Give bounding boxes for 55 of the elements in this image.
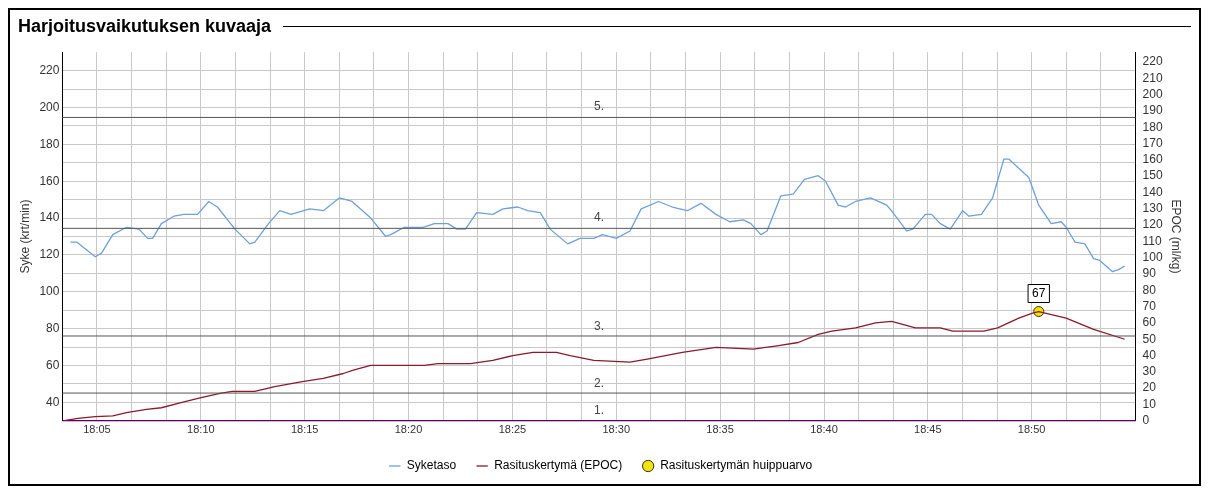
- y-tick-label: 120: [39, 247, 60, 262]
- y2-tick-label: 100: [1142, 250, 1163, 265]
- y-tick-label: 160: [39, 173, 60, 188]
- y-tick-label: 100: [39, 284, 60, 299]
- y2-tick-label: 110: [1142, 233, 1163, 248]
- annotation: 2.: [593, 375, 605, 390]
- legend-label: Rasituskertymä (EPOC): [494, 458, 623, 473]
- y2-tick-label: 30: [1142, 364, 1157, 379]
- x-tick-label: 18:30: [602, 423, 631, 436]
- x-tick-label: 18:05: [83, 423, 111, 436]
- data-label: 67: [1032, 285, 1046, 300]
- y-tick-label: 220: [39, 62, 60, 77]
- y2-tick-label: 50: [1142, 331, 1157, 346]
- y2-tick-label: 10: [1142, 396, 1157, 411]
- y-axis-title: Syke (krt/min): [17, 199, 32, 274]
- y2-tick-label: 0: [1142, 413, 1150, 428]
- y2-tick-label: 160: [1142, 152, 1163, 167]
- annotation: 5.: [593, 99, 605, 114]
- y2-tick-label: 210: [1142, 70, 1163, 85]
- y2-tick-label: 120: [1142, 217, 1163, 232]
- y-tick-label: 40: [46, 394, 60, 409]
- legend-label: Rasituskertymän huippuarvo: [660, 458, 813, 473]
- annotation: 1.: [593, 403, 605, 418]
- y2-tick-label: 140: [1142, 184, 1163, 199]
- y2-tick-label: 60: [1142, 315, 1157, 330]
- x-tick-label: 18:10: [187, 423, 215, 436]
- x-tick-label: 18:25: [498, 423, 527, 436]
- y2-axis-title: EPOC (ml/kg): [1169, 199, 1184, 274]
- annotation: 3.: [593, 318, 605, 333]
- y2-tick-label: 20: [1142, 380, 1157, 395]
- y-tick-label: 200: [39, 99, 60, 114]
- x-tick-label: 18:35: [706, 423, 734, 436]
- legend-label: Syketaso: [406, 458, 457, 473]
- x-tick-label: 18:50: [1017, 423, 1046, 436]
- y2-tick-label: 200: [1142, 86, 1163, 101]
- y2-tick-label: 80: [1142, 282, 1157, 297]
- y-tick-label: 140: [39, 210, 60, 225]
- y2-tick-label: 150: [1142, 168, 1163, 183]
- y-tick-label: 180: [39, 136, 60, 151]
- y2-tick-label: 180: [1142, 119, 1163, 134]
- y2-tick-label: 40: [1142, 347, 1157, 362]
- y2-tick-label: 70: [1142, 298, 1157, 313]
- chart-title: Harjoitusvaikutuksen kuvaaja: [17, 15, 273, 37]
- y2-tick-label: 130: [1142, 201, 1163, 216]
- y-tick-label: 80: [46, 320, 60, 335]
- x-tick-label: 18:20: [394, 423, 423, 436]
- y2-tick-label: 90: [1142, 266, 1157, 281]
- y-tick-label: 60: [46, 357, 60, 372]
- y2-tick-label: 170: [1142, 135, 1163, 150]
- x-tick-label: 18:40: [810, 423, 838, 436]
- y2-tick-label: 220: [1142, 54, 1163, 69]
- y2-tick-label: 190: [1142, 103, 1163, 118]
- x-tick-label: 18:45: [914, 423, 942, 436]
- x-tick-label: 18:15: [290, 423, 319, 436]
- annotation: 4.: [593, 209, 605, 224]
